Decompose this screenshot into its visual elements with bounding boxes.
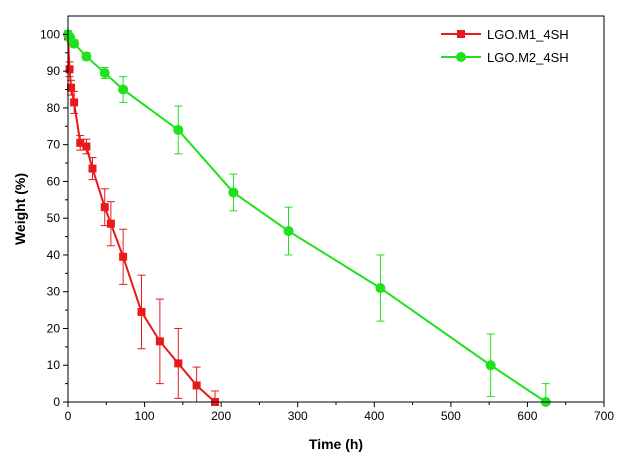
legend: LGO.M1_4SH LGO.M2_4SH (441, 27, 569, 65)
y-tick-label: 90 (47, 64, 61, 78)
x-tick-label: 100 (135, 409, 155, 423)
data-point (173, 124, 184, 135)
y-tick-label: 80 (47, 101, 61, 115)
data-point (82, 142, 91, 151)
data-point (100, 203, 109, 212)
data-point (70, 98, 79, 107)
x-tick-label: 200 (211, 409, 231, 423)
data-point (485, 360, 496, 371)
data-point (99, 67, 110, 78)
plot-area (63, 29, 551, 407)
y-tick-label: 20 (47, 321, 61, 335)
y-tick-label: 100 (40, 27, 60, 41)
data-point (88, 164, 97, 173)
legend-label: LGO.M2_4SH (487, 50, 569, 65)
x-axis-title: Time (h) (309, 436, 363, 452)
series-m1 (64, 32, 220, 406)
x-tick-label: 300 (288, 409, 308, 423)
data-point (118, 84, 129, 95)
y-tick-label: 60 (47, 174, 61, 188)
y-tick-label: 50 (47, 211, 61, 225)
y-tick-label: 70 (47, 138, 61, 152)
x-tick-label: 600 (517, 409, 537, 423)
y-tick-label: 10 (47, 358, 61, 372)
x-tick-label: 700 (594, 409, 614, 423)
data-point (69, 38, 80, 49)
y-tick-label: 30 (47, 285, 61, 299)
data-point (119, 252, 128, 261)
y-tick-label: 0 (53, 395, 60, 409)
x-tick-label: 500 (441, 409, 461, 423)
series-m2 (63, 29, 551, 407)
y-axis-title: Weight (%) (12, 173, 28, 245)
data-point (192, 381, 201, 390)
legend-marker (456, 52, 466, 62)
legend-marker (457, 30, 465, 38)
axes: 0 100 200 300 400 500 600 700 0 10 20 30 40 50 60 70 80 9… (40, 27, 614, 423)
plot-frame (67, 15, 605, 403)
data-point (81, 51, 92, 62)
data-point (65, 65, 74, 74)
data-point (76, 138, 85, 147)
legend-label: LGO.M1_4SH (487, 27, 569, 42)
series-line (67, 33, 547, 403)
data-point (375, 283, 386, 294)
x-tick-label: 400 (364, 409, 384, 423)
data-point (137, 307, 146, 316)
data-point (174, 359, 183, 368)
data-point (67, 83, 76, 92)
data-point (155, 337, 164, 346)
data-point (283, 226, 294, 237)
data-point (106, 219, 115, 228)
y-tick-label: 40 (47, 248, 61, 262)
data-point (228, 187, 239, 198)
x-tick-label: 0 (65, 409, 72, 423)
